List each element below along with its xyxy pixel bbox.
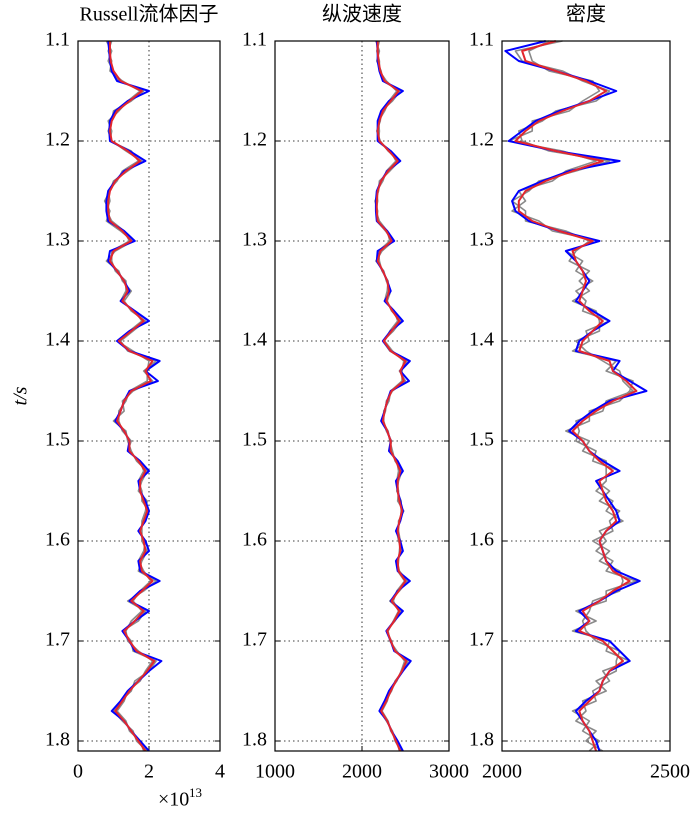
y-tick-label: 1.6 [469, 529, 494, 551]
y-tick-label: 1.7 [242, 629, 267, 651]
curve [507, 40, 638, 752]
x-tick-label: 4 [215, 761, 225, 783]
y-tick-label: 1.7 [45, 629, 70, 651]
y-tick-label: 1.2 [45, 129, 70, 151]
panel-title: 纵波速度 [322, 3, 402, 26]
plot-frame [77, 40, 221, 752]
y-tick-label: 1.4 [45, 329, 70, 351]
y-tick-label: 1.8 [242, 729, 267, 751]
y-tick-label: 1.1 [45, 29, 70, 51]
curve [375, 41, 408, 752]
y-tick-label: 1.6 [45, 529, 70, 551]
y-tick-label: 1.6 [242, 529, 267, 551]
x-tick-label: 2000 [342, 761, 382, 783]
y-tick-label: 1.1 [469, 29, 494, 51]
x-offset-text: ×10 [158, 789, 189, 811]
x-tick-label: 3000 [429, 761, 469, 783]
y-axis-label: t/s [10, 386, 32, 405]
curve [105, 40, 163, 752]
x-offset-exponent: 13 [189, 785, 202, 800]
y-tick-label: 1.1 [242, 29, 267, 51]
y-tick-label: 1.7 [469, 629, 494, 651]
curve [107, 41, 156, 752]
x-tick-label: 2 [144, 761, 154, 783]
panel-title: Russell流体因子 [80, 3, 219, 26]
curve [514, 40, 638, 752]
y-tick-label: 1.3 [45, 229, 70, 251]
plot-frame [274, 40, 450, 752]
y-tick-label: 1.3 [242, 229, 267, 251]
y-tick-label: 1.5 [469, 429, 494, 451]
y-tick-label: 1.8 [45, 729, 70, 751]
curve [105, 40, 154, 752]
y-tick-label: 1.2 [242, 129, 267, 151]
y-tick-label: 1.2 [469, 129, 494, 151]
y-tick-label: 1.5 [45, 429, 70, 451]
y-tick-label: 1.5 [242, 429, 267, 451]
x-tick-label: 2000 [482, 761, 522, 783]
y-tick-label: 1.4 [469, 329, 494, 351]
y-tick-label: 1.3 [469, 229, 494, 251]
curve [511, 40, 634, 752]
panel-title: 密度 [566, 3, 606, 26]
x-tick-label: 1000 [255, 761, 295, 783]
y-tick-label: 1.8 [469, 729, 494, 751]
x-tick-label: 2500 [650, 761, 690, 783]
y-tick-label: 1.4 [242, 329, 267, 351]
x-tick-label: 0 [73, 761, 83, 783]
plot-frame [501, 40, 671, 752]
